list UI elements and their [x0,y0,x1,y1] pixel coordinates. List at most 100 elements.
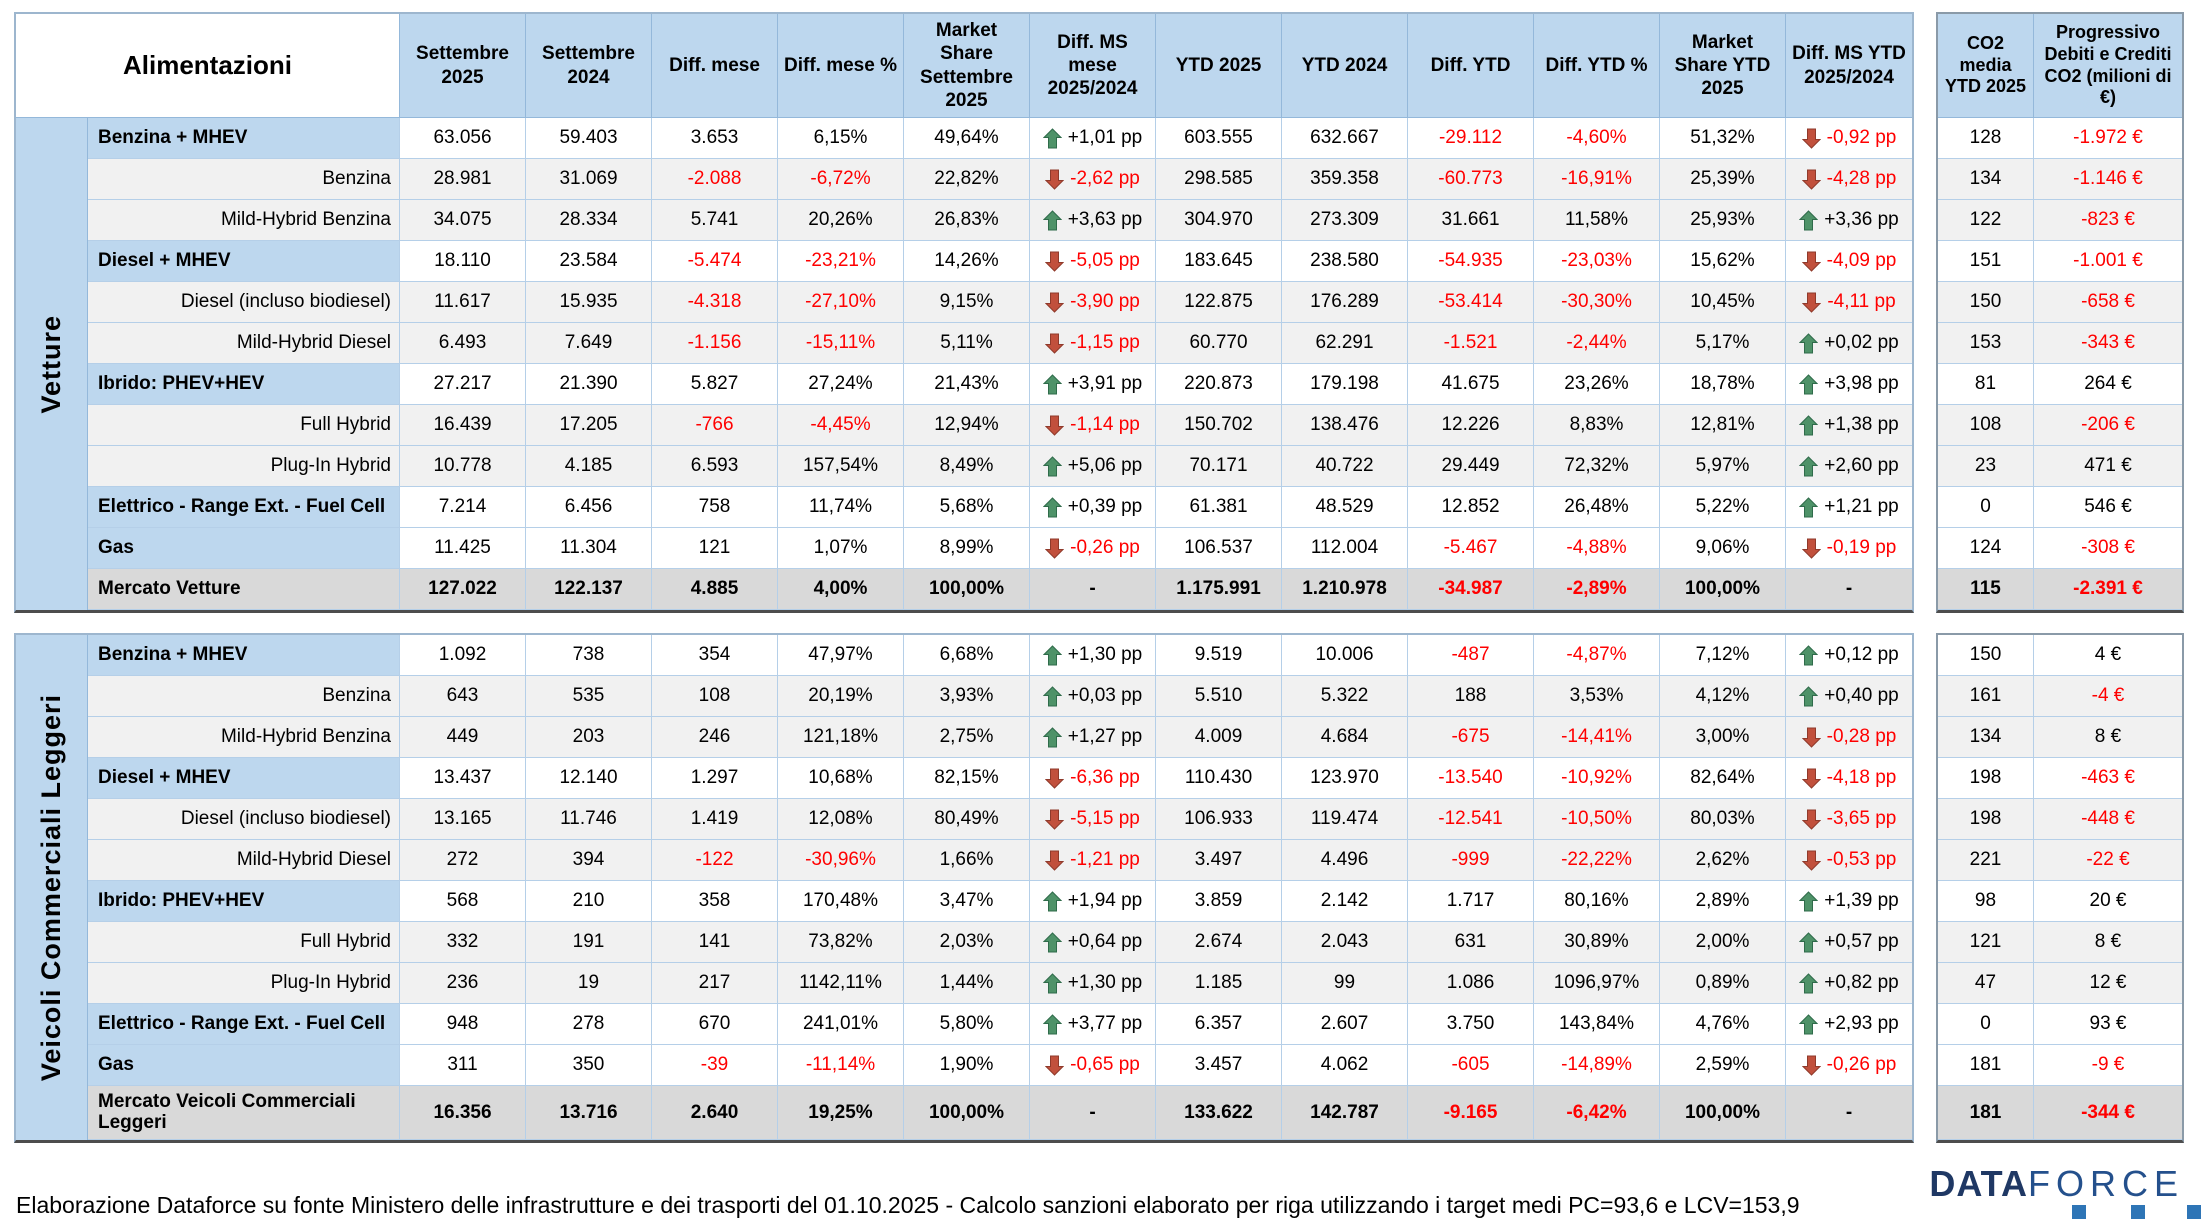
co2-cell: 181 [1938,1086,2034,1140]
data-cell: +1,01 pp [1030,118,1156,159]
data-cell: 176.289 [1282,282,1408,323]
ms-diff-value: +0,12 pp [1799,644,1899,666]
data-cell: 3,00% [1660,717,1786,758]
data-cell: 27,24% [778,364,904,405]
data-cell: 48.529 [1282,487,1408,528]
data-cell: 1,90% [904,1045,1030,1086]
data-cell: +2,60 pp [1786,446,1912,487]
column-header: Diff. MS mese 2025/2024 [1030,14,1156,118]
co2-cell: -344 € [2034,1086,2182,1140]
data-cell: 1,44% [904,963,1030,1004]
arrow-up-icon [1799,644,1819,665]
row-label: Mild-Hybrid Benzina [88,717,400,758]
data-cell: 82,15% [904,758,1030,799]
data-cell: 632.667 [1282,118,1408,159]
table-row: Ibrido: PHEV+HEV 27.217 21.390 5.827 27,24% 2… [88,364,1912,405]
data-cell: 14,26% [904,241,1030,282]
data-cell: -0,92 pp [1786,118,1912,159]
arrow-up-icon [1042,931,1062,952]
co2-cell: 0 [1938,1004,2034,1045]
co2-row: 121 8 € [1938,922,2182,963]
data-cell: 12.140 [526,758,652,799]
data-cell: -30,96% [778,840,904,881]
data-cell: 60.770 [1156,323,1282,364]
data-cell: 106.537 [1156,528,1282,569]
data-cell: 41.675 [1408,364,1534,405]
data-cell: 123.970 [1282,758,1408,799]
co2-cell: -2.391 € [2034,569,2182,610]
row-label: Benzina + MHEV [88,635,400,676]
arrow-up-icon [1799,496,1819,517]
data-cell: -14,89% [1534,1045,1660,1086]
logo-text-force: FORCE [2028,1163,2184,1204]
co2-cell: 153 [1938,323,2034,364]
data-cell: 10,45% [1660,282,1786,323]
data-cell: 354 [652,635,778,676]
data-cell: +1,39 pp [1786,881,1912,922]
table-row: Plug-In Hybrid 10.778 4.185 6.593 157,54% 8,4… [88,446,1912,487]
table-row: Benzina 643 535 108 20,19% 3,93% +0,03 pp 5.510… [88,676,1912,717]
co2-cell: 93 € [2034,1004,2182,1045]
data-cell: -3,65 pp [1786,799,1912,840]
data-cell: 188 [1408,676,1534,717]
data-cell: -4,45% [778,405,904,446]
data-cell: 106.933 [1156,799,1282,840]
data-cell: 6,68% [904,635,1030,676]
data-cell: 4.185 [526,446,652,487]
arrow-down-icon [1045,333,1065,354]
data-cell: -1,15 pp [1030,323,1156,364]
data-cell: -4.318 [652,282,778,323]
ms-diff-value: +1,94 pp [1042,890,1142,912]
data-cell: -4,87% [1534,635,1660,676]
arrow-up-icon [1042,890,1062,911]
data-cell: +3,91 pp [1030,364,1156,405]
data-cell: 3.497 [1156,840,1282,881]
alimentazioni-header: Alimentazioni [16,14,400,118]
co2-row: 23 471 € [1938,446,2182,487]
row-label: Ibrido: PHEV+HEV [88,364,400,405]
arrow-up-icon [1799,972,1819,993]
arrow-down-icon [1801,128,1821,149]
data-cell: 34.075 [400,200,526,241]
co2-cell: -22 € [2034,840,2182,881]
data-cell: 5.510 [1156,676,1282,717]
arrow-up-icon [1042,685,1062,706]
data-cell: 1,66% [904,840,1030,881]
section-band: Veicoli Commerciali Leggeri [16,635,88,1140]
arrow-down-icon [1045,415,1065,436]
ms-diff-value: -6,36 pp [1045,767,1140,789]
ms-diff-value: -5,05 pp [1045,250,1140,272]
data-cell: 1.210.978 [1282,569,1408,610]
ms-diff-value: +0,82 pp [1799,972,1899,994]
data-cell: 25,39% [1660,159,1786,200]
data-cell: 603.555 [1156,118,1282,159]
data-cell: -53.414 [1408,282,1534,323]
data-cell: 2,75% [904,717,1030,758]
data-cell: 2,89% [1660,881,1786,922]
data-cell: 5,22% [1660,487,1786,528]
data-cell: 122.137 [526,569,652,610]
arrow-up-icon [1799,414,1819,435]
data-cell: 568 [400,881,526,922]
ms-diff-value: +1,39 pp [1799,890,1899,912]
data-cell: 948 [400,1004,526,1045]
co2-row: 122 -823 € [1938,200,2182,241]
row-label: Benzina [88,159,400,200]
data-cell: 121 [652,528,778,569]
data-cell: 7.649 [526,323,652,364]
arrow-down-icon [1045,251,1065,272]
co2-cell: -206 € [2034,405,2182,446]
data-cell: -675 [1408,717,1534,758]
data-cell: 4,12% [1660,676,1786,717]
data-cell: 121,18% [778,717,904,758]
data-cell: 10.778 [400,446,526,487]
main-header-row: Alimentazioni Settembre 2025 Settembre 202… [16,14,1912,118]
arrow-up-icon [1799,890,1819,911]
co2-cell: 264 € [2034,364,2182,405]
data-cell: +1,21 pp [1786,487,1912,528]
dataforce-logo: DATAFORCE [1929,1163,2201,1219]
data-cell: 5,17% [1660,323,1786,364]
report-footer: Elaborazione Dataforce su fonte Minister… [14,1163,2201,1219]
table-row: Mercato Veicoli Commerciali Leggeri 16.35… [88,1086,1912,1140]
data-cell: 8,83% [1534,405,1660,446]
